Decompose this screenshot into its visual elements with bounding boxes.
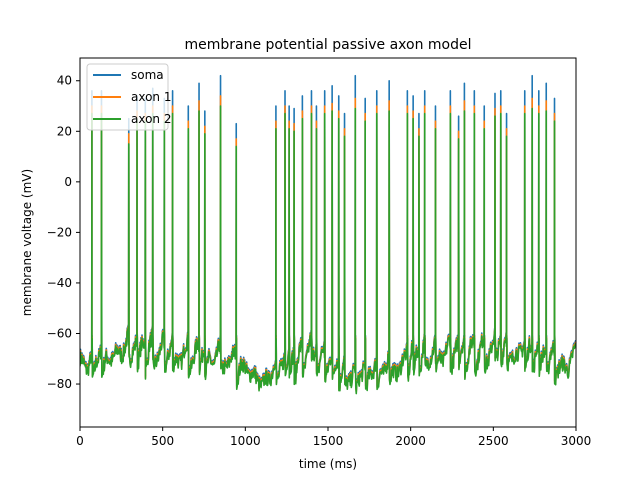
x-tick-label: 2000	[395, 434, 426, 448]
legend-label-axon-2: axon 2	[131, 112, 171, 126]
x-tick-label: 500	[151, 434, 174, 448]
y-tick-label: −40	[47, 276, 72, 290]
chart-title: membrane potential passive axon model	[185, 37, 472, 53]
y-tick-label: 20	[57, 124, 72, 138]
y-axis-label: membrane voltage (mV)	[20, 169, 34, 316]
y-tick-label: −20	[47, 225, 72, 239]
x-tick-label: 2500	[478, 434, 509, 448]
x-axis-label: time (ms)	[299, 457, 357, 471]
x-tick-label: 3000	[561, 434, 592, 448]
y-tick-label: −80	[47, 377, 72, 391]
y-tick-label: 40	[57, 74, 72, 88]
x-tick-label: 1000	[230, 434, 261, 448]
legend-label-soma: soma	[131, 68, 164, 82]
x-tick-label: 1500	[313, 434, 344, 448]
series-line-axon-2	[80, 105, 576, 395]
x-tick-label: 0	[76, 434, 84, 448]
x-axis: 0 500 1000 1500 2000 2500 3000	[76, 427, 591, 448]
y-tick-label: −60	[47, 326, 72, 340]
legend-box	[86, 63, 169, 131]
y-tick-label: 0	[64, 175, 72, 189]
y-axis: −80 −60 −40 −20 0 20 40	[47, 74, 80, 391]
legend: soma axon 1 axon 2	[86, 63, 171, 131]
plot-area	[80, 74, 576, 395]
legend-label-axon-1: axon 1	[131, 90, 171, 104]
